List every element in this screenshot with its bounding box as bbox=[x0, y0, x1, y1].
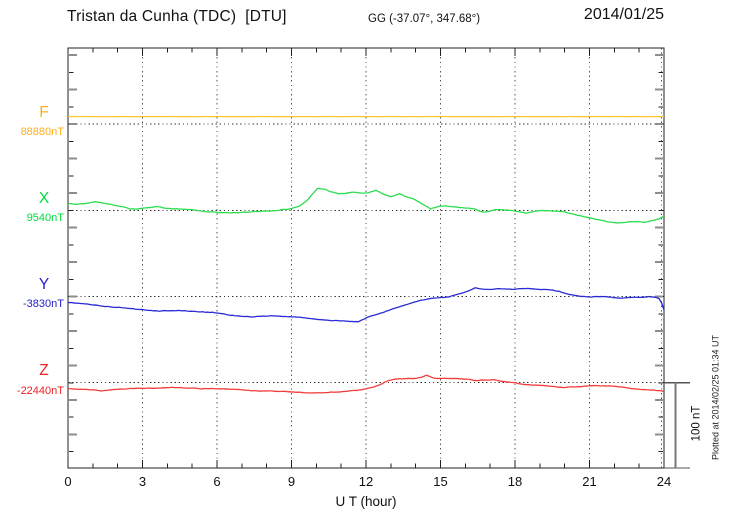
trace-z bbox=[67, 374, 665, 394]
plotted-at-note: Plotted at 2014/02/25 01:34 UT bbox=[710, 334, 721, 461]
x-axis-title: U T (hour) bbox=[335, 494, 397, 509]
series-label-y: Y bbox=[38, 276, 50, 293]
x-tick-label: 3 bbox=[138, 474, 147, 489]
x-tick-label: 21 bbox=[582, 474, 597, 489]
x-tick-label: 24 bbox=[656, 474, 672, 489]
trace-x bbox=[67, 187, 665, 224]
geographic-coords: GG (-37.07°, 347.68°) bbox=[368, 13, 481, 25]
x-tick-label: 15 bbox=[433, 474, 448, 489]
series-label-z: Z bbox=[39, 362, 49, 379]
x-tick-label: 6 bbox=[213, 474, 221, 489]
series-baseline-f: 88880nT bbox=[20, 126, 64, 138]
x-tick-label: 12 bbox=[358, 474, 374, 489]
series-baseline-z: -22440nT bbox=[16, 385, 64, 397]
x-tick-label: 0 bbox=[64, 474, 72, 489]
trace-y bbox=[67, 287, 665, 323]
x-tick-label: 18 bbox=[507, 474, 523, 489]
series-label-f: F bbox=[39, 104, 49, 121]
series-baseline-y: -3830nT bbox=[23, 298, 64, 310]
series-label-x: X bbox=[38, 190, 50, 207]
plot-frame bbox=[67, 47, 665, 469]
plot-date: 2014/01/25 bbox=[583, 6, 664, 23]
series-baseline-x: 9540nT bbox=[26, 212, 64, 224]
scale-bar-label: 100 nT bbox=[690, 405, 703, 442]
page-title: Tristan da Cunha (TDC) [DTU] bbox=[67, 8, 287, 25]
x-tick-label: 9 bbox=[287, 474, 296, 489]
